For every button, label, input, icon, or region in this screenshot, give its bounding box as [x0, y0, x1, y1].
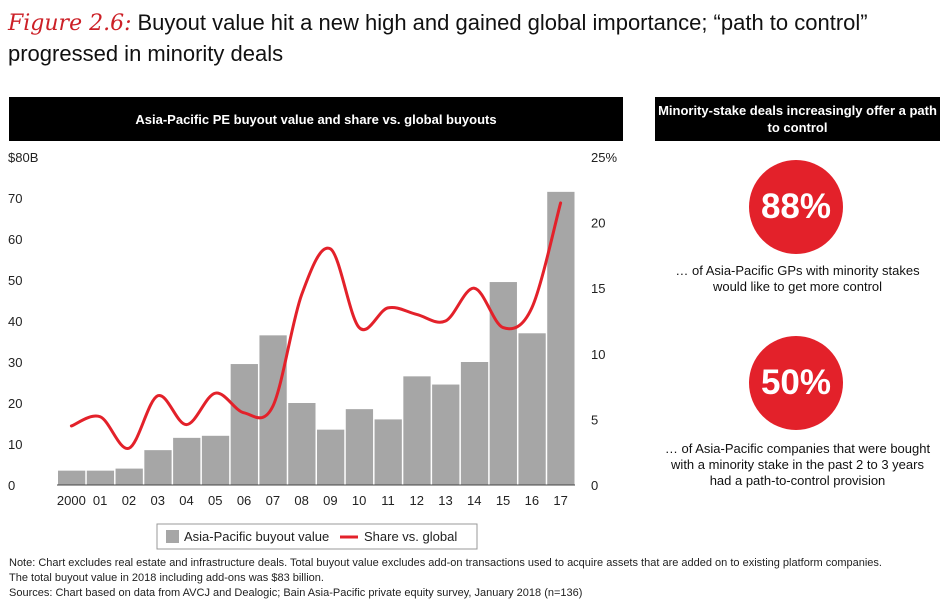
bar — [345, 409, 374, 485]
bar — [403, 376, 431, 485]
legend-swatch-bar — [166, 530, 179, 543]
x-tick: 01 — [93, 493, 107, 508]
x-tick: 02 — [122, 493, 136, 508]
y-left-tick: 10 — [8, 437, 22, 452]
y-right-tick: 5 — [591, 412, 598, 427]
figure-title: Figure 2.6: Buyout value hit a new high a… — [8, 8, 943, 69]
y-left-tick: 30 — [8, 355, 22, 370]
bar — [288, 403, 316, 485]
x-tick: 06 — [237, 493, 251, 508]
x-tick: 16 — [525, 493, 539, 508]
y-left-tick: 40 — [8, 314, 22, 329]
share-line — [69, 201, 563, 450]
legend-label-line: Share vs. global — [364, 529, 457, 544]
stat-caption-88: … of Asia-Pacific GPs with minority stak… — [675, 263, 920, 294]
legend-label-bar: Asia-Pacific buyout value — [184, 529, 329, 544]
bar — [259, 335, 287, 485]
x-tick: 13 — [438, 493, 452, 508]
x-tick: 03 — [150, 493, 164, 508]
sources-line: Sources: Chart based on data from AVCJ a… — [9, 587, 583, 599]
x-tick: 08 — [294, 493, 308, 508]
bar — [460, 362, 489, 485]
y-right-tick: 15 — [591, 281, 605, 296]
legend-box — [156, 523, 478, 550]
x-tick: 07 — [266, 493, 280, 508]
x-tick: 09 — [323, 493, 337, 508]
stat-circle-50: 50% — [749, 336, 843, 430]
x-tick: 15 — [496, 493, 510, 508]
x-tick: 17 — [553, 493, 567, 508]
y-right-tick: 25% — [591, 150, 617, 165]
bar — [432, 384, 460, 485]
x-tick: 10 — [352, 493, 366, 508]
bar — [201, 435, 230, 485]
figure-title-text: Buyout value hit a new high and gained g… — [8, 10, 868, 66]
bar — [489, 282, 517, 485]
x-tick: 04 — [179, 493, 193, 508]
bar — [317, 429, 345, 485]
x-tick: 14 — [467, 493, 481, 508]
y-left-tick: $80B — [8, 150, 38, 165]
x-tick: 2000 — [57, 493, 86, 508]
y-left-tick: 50 — [8, 273, 22, 288]
bar — [58, 470, 86, 485]
figure-label: Figure 2.6: — [8, 11, 132, 36]
y-left-tick: 20 — [8, 396, 22, 411]
x-tick: 12 — [409, 493, 423, 508]
bar — [230, 364, 258, 485]
bar — [173, 437, 201, 485]
x-tick: 05 — [208, 493, 222, 508]
chart-header: Asia-Pacific PE buyout value and share v… — [9, 97, 623, 141]
y-right-tick: 10 — [591, 347, 605, 362]
minority-deals-header: Minority-stake deals increasingly offer … — [655, 97, 940, 141]
bar — [518, 333, 546, 485]
note-line-1: Note: Chart excludes real estate and inf… — [9, 557, 882, 569]
x-tick: 11 — [381, 493, 395, 508]
stat-circle-88: 88% — [749, 160, 843, 254]
bar — [86, 470, 115, 485]
y-right-tick: 0 — [591, 478, 598, 493]
footnotes: Note: Chart excludes real estate and inf… — [9, 556, 944, 601]
y-left-tick: 70 — [8, 191, 22, 206]
bar — [115, 468, 143, 485]
note-line-2: The total buyout value in 2018 including… — [9, 572, 324, 584]
y-left-tick: 0 — [8, 478, 15, 493]
y-left-tick: 60 — [8, 232, 22, 247]
y-right-tick: 20 — [591, 216, 605, 231]
bar — [374, 419, 402, 485]
bar — [144, 450, 172, 485]
stat-caption-50: … of Asia-Pacific companies that were bo… — [664, 441, 931, 488]
